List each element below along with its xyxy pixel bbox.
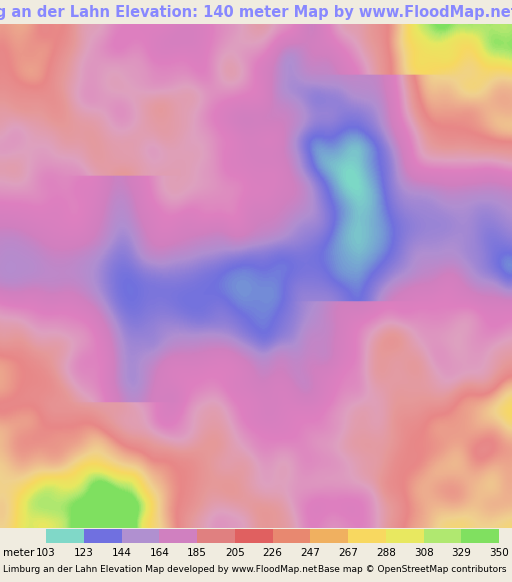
Bar [235,530,272,544]
Bar [197,530,235,544]
Text: 164: 164 [150,548,169,558]
Text: Limburg an der Lahn Elevation: 140 meter Map by www.FloodMap.net (beta): Limburg an der Lahn Elevation: 140 meter… [0,5,512,20]
Text: 144: 144 [112,548,132,558]
Text: 308: 308 [414,548,434,558]
Text: 350: 350 [489,548,509,558]
Text: Limburg an der Lahn Elevation Map developed by www.FloodMap.net: Limburg an der Lahn Elevation Map develo… [3,565,317,574]
Text: meter: meter [3,548,34,558]
Bar [272,530,310,544]
Text: 267: 267 [338,548,358,558]
Bar [122,530,159,544]
Text: Base map © OpenStreetMap contributors: Base map © OpenStreetMap contributors [318,565,507,574]
Text: 288: 288 [376,548,396,558]
Text: 123: 123 [74,548,94,558]
Text: 226: 226 [263,548,283,558]
Bar [159,530,197,544]
Text: 103: 103 [36,548,56,558]
Bar [84,530,122,544]
Bar [461,530,499,544]
Bar [46,530,84,544]
Bar [386,530,423,544]
Bar [348,530,386,544]
Text: 185: 185 [187,548,207,558]
Text: 205: 205 [225,548,245,558]
Text: 329: 329 [452,548,472,558]
Bar [310,530,348,544]
Bar [423,530,461,544]
Text: 247: 247 [301,548,321,558]
